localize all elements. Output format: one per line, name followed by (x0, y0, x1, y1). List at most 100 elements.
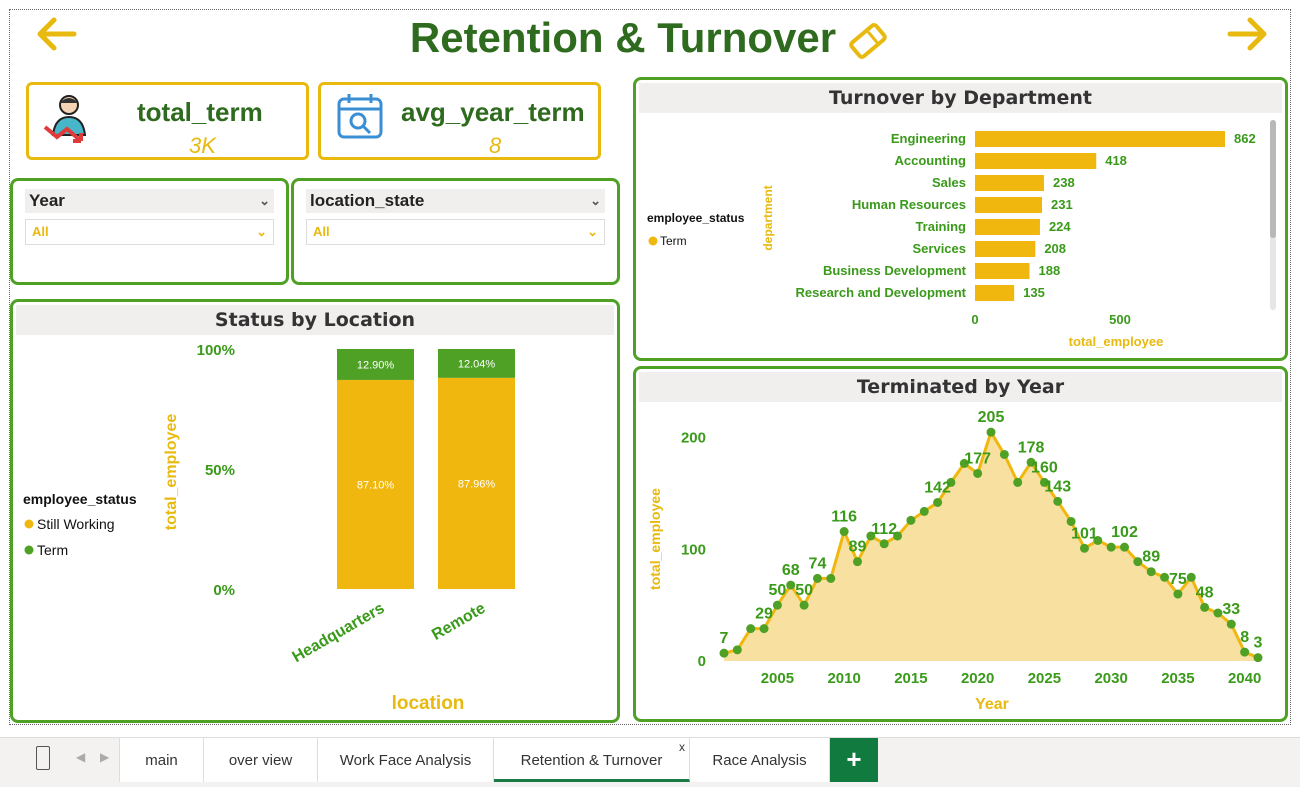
status-by-location-panel: Status by Location employee_status Still … (10, 299, 620, 723)
kpi-card-total-term: total_term 3K (26, 82, 309, 160)
slicer-label: location_state (310, 191, 425, 210)
previous-page-icon[interactable]: ◀ (76, 750, 86, 764)
page-title-text: Retention & Turnover (409, 14, 837, 61)
data-label: 862 (1234, 131, 1256, 146)
data-label: 89 (1142, 549, 1160, 566)
location-state-dropdown[interactable]: All ⌄ (306, 219, 605, 245)
data-label: 143 (1044, 478, 1071, 495)
slicer-header[interactable]: Year ⌄ (25, 189, 274, 213)
y-tick-label: 100% (197, 342, 235, 359)
x-tick-label: 0 (971, 312, 978, 327)
data-point (826, 573, 836, 583)
data-point (1146, 567, 1156, 577)
data-label: 7 (720, 630, 729, 647)
data-point (786, 580, 796, 590)
data-label: 29 (755, 606, 773, 623)
category-label: Engineering (891, 131, 966, 146)
tab-work-face-analysis[interactable]: Work Face Analysis (318, 738, 494, 782)
category-label: Training (915, 219, 966, 234)
slicer-year: Year ⌄ All ⌄ (10, 178, 289, 285)
data-point (1186, 572, 1196, 582)
x-tick-label: 2010 (827, 670, 860, 687)
data-label: 68 (782, 562, 800, 579)
dropdown-value: All (32, 224, 49, 239)
status-by-location-chart: employee_status Still Working Term total_em… (23, 342, 515, 714)
data-point (1066, 516, 1076, 526)
x-tick-label: 2005 (761, 670, 794, 687)
bar-segment-still-working (337, 379, 414, 589)
employee-decline-icon (41, 91, 97, 147)
legend-label: Term (660, 234, 687, 248)
data-label: 48 (1196, 584, 1214, 601)
area-fill (724, 432, 1258, 661)
chevron-down-icon[interactable]: ⌄ (587, 224, 598, 239)
data-point (719, 648, 729, 658)
chevron-down-icon[interactable]: ⌄ (590, 193, 601, 208)
data-label: 89 (849, 539, 867, 556)
tab-main[interactable]: main (120, 738, 204, 782)
x-tick-label: 2025 (1028, 670, 1061, 687)
slicer-header[interactable]: location_state ⌄ (306, 189, 605, 213)
arrow-right-icon[interactable] (1226, 12, 1270, 56)
next-page-icon[interactable]: ▶ (100, 750, 110, 764)
data-label: 208 (1044, 241, 1066, 256)
chevron-down-icon[interactable]: ⌄ (256, 224, 267, 239)
x-axis-label: total_employee (1069, 334, 1164, 349)
panel-title: Status by Location (16, 305, 614, 335)
tab-nav-area: ◀ ▶ (0, 738, 120, 782)
mobile-layout-icon[interactable] (36, 746, 50, 770)
y-tick-label: 200 (681, 430, 706, 447)
year-dropdown[interactable]: All ⌄ (25, 219, 274, 245)
data-label: 3 (1254, 635, 1263, 652)
data-label: 75 (1169, 571, 1187, 588)
bar (975, 241, 1036, 257)
data-label: 8 (1240, 629, 1249, 646)
y-axis-label: total_employee (647, 488, 663, 590)
data-point (812, 573, 822, 583)
category-label: Services (913, 241, 967, 256)
x-axis-label: Year (975, 696, 1009, 713)
category-label: Sales (932, 175, 966, 190)
data-label: 12.90% (357, 359, 395, 371)
tab-retention-turnover[interactable]: Retention & Turnover x (494, 738, 690, 782)
tab-label: main (145, 752, 178, 769)
tab-over-view[interactable]: over view (204, 738, 318, 782)
data-point (839, 527, 849, 537)
bar (975, 153, 1097, 169)
data-point (986, 427, 996, 437)
data-point (1053, 496, 1063, 506)
data-point (1079, 543, 1089, 553)
terminated-by-year-chart: total_employee20010007295068507411689112… (647, 409, 1263, 713)
data-point (1253, 653, 1263, 663)
bar (975, 131, 1225, 147)
close-tab-icon[interactable]: x (679, 740, 685, 754)
report-canvas (9, 9, 1291, 725)
data-point (866, 531, 876, 541)
bar-segment-term (438, 349, 515, 378)
tab-race-analysis[interactable]: Race Analysis (690, 738, 830, 782)
data-point (946, 477, 956, 487)
data-label: 33 (1222, 601, 1240, 618)
data-point (1240, 647, 1250, 657)
x-axis-label: location (392, 693, 465, 714)
data-label: 101 (1071, 525, 1098, 542)
legend-marker (24, 545, 34, 555)
data-label: 418 (1105, 153, 1127, 168)
page-tab-bar: ◀ ▶ main over view Work Face Analysis Re… (0, 737, 1300, 787)
x-tick-label: 2020 (961, 670, 994, 687)
add-page-button[interactable]: + (830, 738, 878, 782)
data-point (1026, 457, 1036, 467)
data-label: 231 (1051, 197, 1073, 212)
data-label: 50 (769, 582, 787, 599)
bar (975, 197, 1042, 213)
data-point (1039, 477, 1049, 487)
tab-label: over view (228, 752, 293, 769)
legend-marker (24, 519, 34, 529)
arrow-left-icon[interactable] (34, 12, 78, 56)
data-label: 238 (1053, 175, 1075, 190)
chevron-down-icon[interactable]: ⌄ (259, 193, 270, 208)
slicer-label: Year (29, 191, 65, 210)
data-point (919, 506, 929, 516)
data-label: 87.96% (458, 478, 496, 490)
data-point (772, 600, 782, 610)
